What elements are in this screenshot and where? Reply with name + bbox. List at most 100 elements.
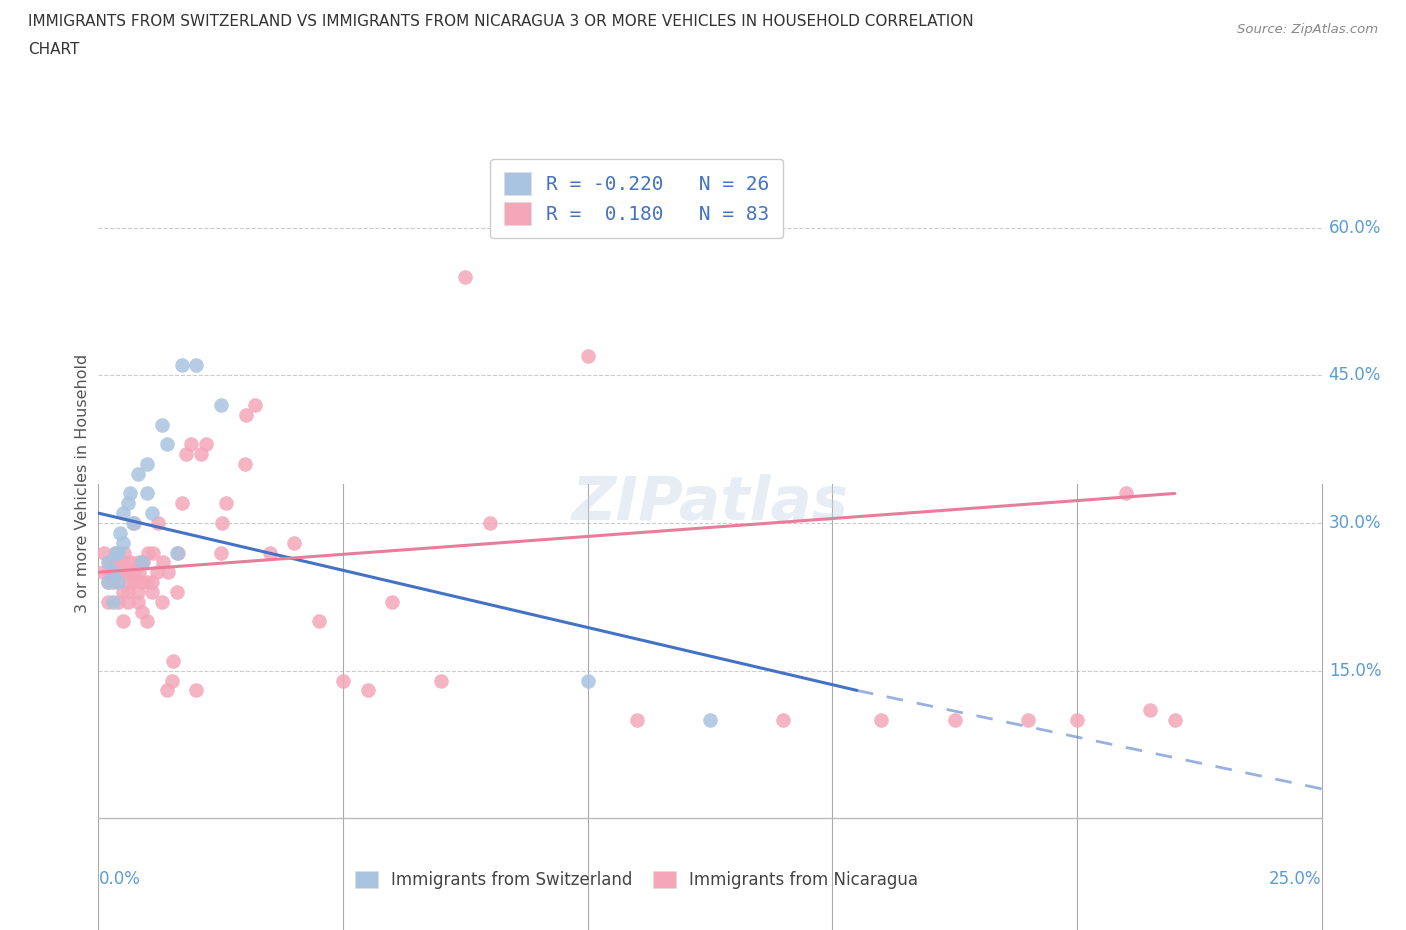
Point — [209, 545, 232, 560]
Point — [162, 654, 184, 669]
Point — [97, 594, 120, 609]
Point — [146, 565, 169, 579]
Point — [142, 545, 165, 560]
Point — [111, 614, 134, 629]
Point — [283, 536, 305, 551]
Point — [214, 496, 236, 511]
Point — [870, 712, 893, 727]
Point — [160, 673, 183, 688]
Point — [454, 270, 477, 285]
Point — [156, 437, 179, 452]
Point — [150, 594, 173, 609]
Point — [111, 506, 134, 521]
Point — [1115, 486, 1137, 501]
Point — [332, 673, 354, 688]
Point — [170, 358, 193, 373]
Point — [381, 594, 404, 609]
Point — [97, 555, 120, 570]
Point — [166, 545, 188, 560]
Point — [121, 565, 143, 579]
Point — [98, 565, 121, 579]
Point — [308, 614, 330, 629]
Point — [112, 565, 135, 579]
Point — [136, 457, 159, 472]
Text: 60.0%: 60.0% — [1329, 219, 1381, 236]
Point — [107, 575, 129, 590]
Point — [626, 712, 648, 727]
Point — [93, 545, 115, 560]
Point — [478, 515, 501, 530]
Point — [132, 555, 155, 570]
Point — [259, 545, 281, 560]
Point — [101, 565, 124, 579]
Point — [128, 555, 150, 570]
Point — [127, 584, 149, 599]
Point — [110, 525, 132, 540]
Point — [127, 594, 149, 609]
Point — [107, 594, 129, 609]
Point — [108, 555, 131, 570]
Text: CHART: CHART — [28, 42, 80, 57]
Point — [108, 565, 131, 579]
Point — [152, 555, 174, 570]
Point — [1017, 712, 1039, 727]
Point — [117, 594, 139, 609]
Text: 30.0%: 30.0% — [1329, 514, 1381, 532]
Point — [122, 515, 145, 530]
Point — [176, 446, 198, 461]
Point — [103, 565, 125, 579]
Point — [122, 565, 145, 579]
Point — [190, 446, 212, 461]
Point — [943, 712, 966, 727]
Point — [146, 515, 169, 530]
Y-axis label: 3 or more Vehicles in Household: 3 or more Vehicles in Household — [75, 354, 90, 613]
Point — [118, 565, 141, 579]
Point — [104, 545, 127, 560]
Point — [112, 555, 135, 570]
Point — [101, 565, 124, 579]
Point — [131, 555, 153, 570]
Point — [103, 545, 125, 560]
Point — [150, 417, 173, 432]
Point — [195, 437, 218, 452]
Point — [1066, 712, 1088, 727]
Point — [136, 545, 159, 560]
Point — [576, 673, 599, 688]
Point — [120, 486, 142, 501]
Point — [107, 545, 129, 560]
Point — [120, 555, 142, 570]
Point — [112, 545, 135, 560]
Text: IMMIGRANTS FROM SWITZERLAND VS IMMIGRANTS FROM NICARAGUA 3 OR MORE VEHICLES IN H: IMMIGRANTS FROM SWITZERLAND VS IMMIGRANT… — [28, 14, 974, 29]
Point — [127, 466, 149, 481]
Point — [166, 545, 188, 560]
Point — [136, 575, 159, 590]
Point — [156, 683, 179, 698]
Point — [211, 515, 233, 530]
Point — [136, 614, 159, 629]
Point — [772, 712, 794, 727]
Point — [1164, 712, 1187, 727]
Point — [356, 683, 378, 698]
Point — [235, 407, 257, 422]
Point — [166, 584, 188, 599]
Text: 15.0%: 15.0% — [1329, 661, 1381, 680]
Point — [117, 584, 139, 599]
Point — [98, 555, 121, 570]
Point — [180, 437, 202, 452]
Point — [141, 584, 163, 599]
Point — [209, 397, 232, 412]
Text: 25.0%: 25.0% — [1270, 870, 1322, 887]
Text: 45.0%: 45.0% — [1329, 366, 1381, 384]
Point — [156, 565, 179, 579]
Point — [186, 683, 208, 698]
Text: Source: ZipAtlas.com: Source: ZipAtlas.com — [1237, 23, 1378, 36]
Point — [111, 536, 134, 551]
Point — [233, 457, 256, 472]
Point — [131, 604, 153, 619]
Text: ZIPatlas: ZIPatlas — [571, 474, 849, 533]
Point — [97, 575, 120, 590]
Point — [1139, 703, 1161, 718]
Point — [136, 486, 159, 501]
Point — [111, 584, 134, 599]
Point — [97, 575, 120, 590]
